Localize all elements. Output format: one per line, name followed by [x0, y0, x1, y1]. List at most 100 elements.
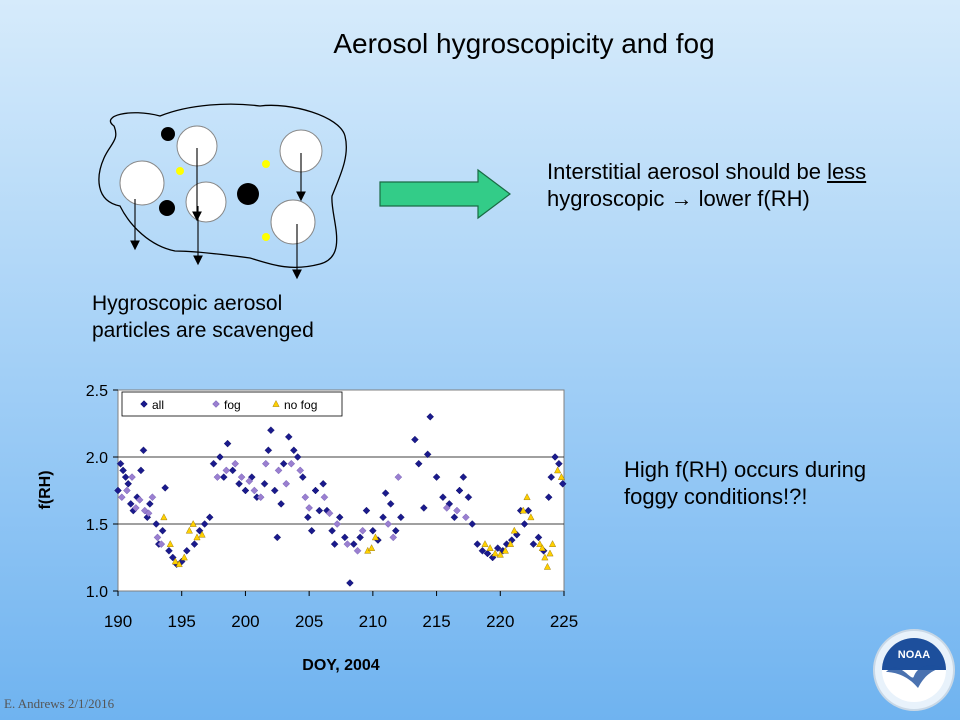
data-point — [529, 540, 538, 548]
yellow-particle — [262, 160, 270, 168]
cloud-drop — [270, 199, 316, 245]
data-point — [473, 540, 482, 548]
data-point — [519, 506, 527, 514]
data-point — [335, 513, 344, 522]
data-point — [379, 513, 387, 522]
series-all — [114, 413, 567, 587]
settling-arrows — [130, 148, 306, 280]
data-point — [264, 446, 273, 455]
data-point — [193, 533, 201, 541]
data-point — [362, 506, 371, 515]
data-point — [538, 544, 546, 551]
data-point — [330, 540, 339, 548]
data-point — [386, 500, 395, 508]
data-point — [256, 493, 265, 501]
data-point — [219, 473, 228, 481]
data-point — [296, 466, 305, 475]
data-point — [116, 459, 125, 468]
data-point — [554, 466, 562, 474]
data-point — [118, 493, 126, 501]
data-point — [534, 533, 543, 542]
seagull-icon — [886, 665, 942, 688]
noaa-logo: NOAA — [873, 629, 955, 711]
data-point — [139, 446, 148, 455]
data-point — [468, 520, 477, 528]
plot-area — [117, 389, 565, 592]
frh-scatter-chart: 1.0 1.5 2.0 2.5 190 195 200 205 210 215 220 225 al… — [37, 383, 578, 674]
data-point — [527, 513, 535, 521]
data-point — [524, 506, 533, 515]
legend-marker-no-fog — [272, 400, 280, 407]
data-point — [132, 504, 140, 512]
data-point — [270, 486, 279, 495]
black-particle — [161, 127, 175, 141]
data-point — [190, 540, 199, 548]
data-point — [198, 530, 206, 538]
data-point — [175, 560, 183, 568]
data-point — [510, 526, 518, 534]
data-point — [213, 473, 222, 481]
fog-diagram — [98, 103, 347, 280]
data-point — [274, 466, 283, 475]
legend-label: all — [152, 398, 164, 412]
data-point — [126, 500, 135, 508]
data-point — [523, 493, 531, 501]
data-point — [144, 509, 153, 518]
data-point — [200, 520, 209, 528]
data-point — [546, 549, 554, 557]
data-point — [320, 493, 329, 501]
data-point — [544, 493, 553, 501]
chart-legend: all fog no fog — [121, 391, 343, 417]
x-tick-label: 190 — [104, 612, 132, 631]
data-point — [426, 413, 434, 421]
x-tick-label: 195 — [168, 612, 196, 631]
y-tick-label: 1.0 — [86, 584, 108, 601]
cloud-drop — [185, 181, 227, 223]
data-point — [541, 553, 549, 561]
fog-cloud-outline — [98, 103, 347, 268]
data-point — [235, 480, 243, 488]
data-point — [137, 466, 145, 475]
data-point — [135, 496, 144, 504]
data-point — [343, 540, 352, 548]
data-point — [121, 473, 130, 481]
data-point — [353, 547, 362, 555]
x-tick-label: 220 — [486, 612, 514, 631]
data-point — [493, 544, 502, 552]
data-point — [536, 540, 544, 547]
data-point — [423, 450, 432, 459]
yellow-particle — [262, 233, 270, 241]
data-point — [158, 526, 167, 535]
data-point — [185, 526, 193, 534]
data-point — [241, 486, 250, 495]
data-point — [397, 513, 405, 522]
data-point — [319, 480, 327, 488]
series-no-fog — [160, 466, 565, 570]
data-point — [152, 520, 161, 528]
green-arrow-icon — [379, 168, 511, 220]
data-point — [558, 480, 567, 488]
high-frh-text: High f(RH) occurs during foggy condition… — [624, 457, 867, 509]
data-point — [119, 466, 127, 475]
data-point — [114, 486, 122, 495]
black-particle — [237, 183, 259, 205]
data-point — [547, 473, 556, 481]
data-point — [506, 540, 515, 547]
data-point — [293, 453, 302, 461]
data-point — [157, 540, 166, 548]
data-point — [311, 486, 320, 495]
data-point — [501, 546, 509, 554]
data-point — [128, 473, 136, 481]
data-point — [222, 466, 231, 475]
data-point — [328, 526, 336, 535]
data-point — [146, 500, 154, 508]
data-point — [290, 446, 298, 455]
footer-credit: E. Andrews 2/1/2016 — [4, 696, 115, 711]
data-point — [453, 506, 461, 515]
data-point — [223, 439, 232, 448]
x-tick-label: 205 — [295, 612, 323, 631]
data-point — [481, 540, 489, 547]
data-point — [520, 520, 529, 528]
legend-label: fog — [224, 398, 241, 412]
data-point — [389, 533, 398, 542]
